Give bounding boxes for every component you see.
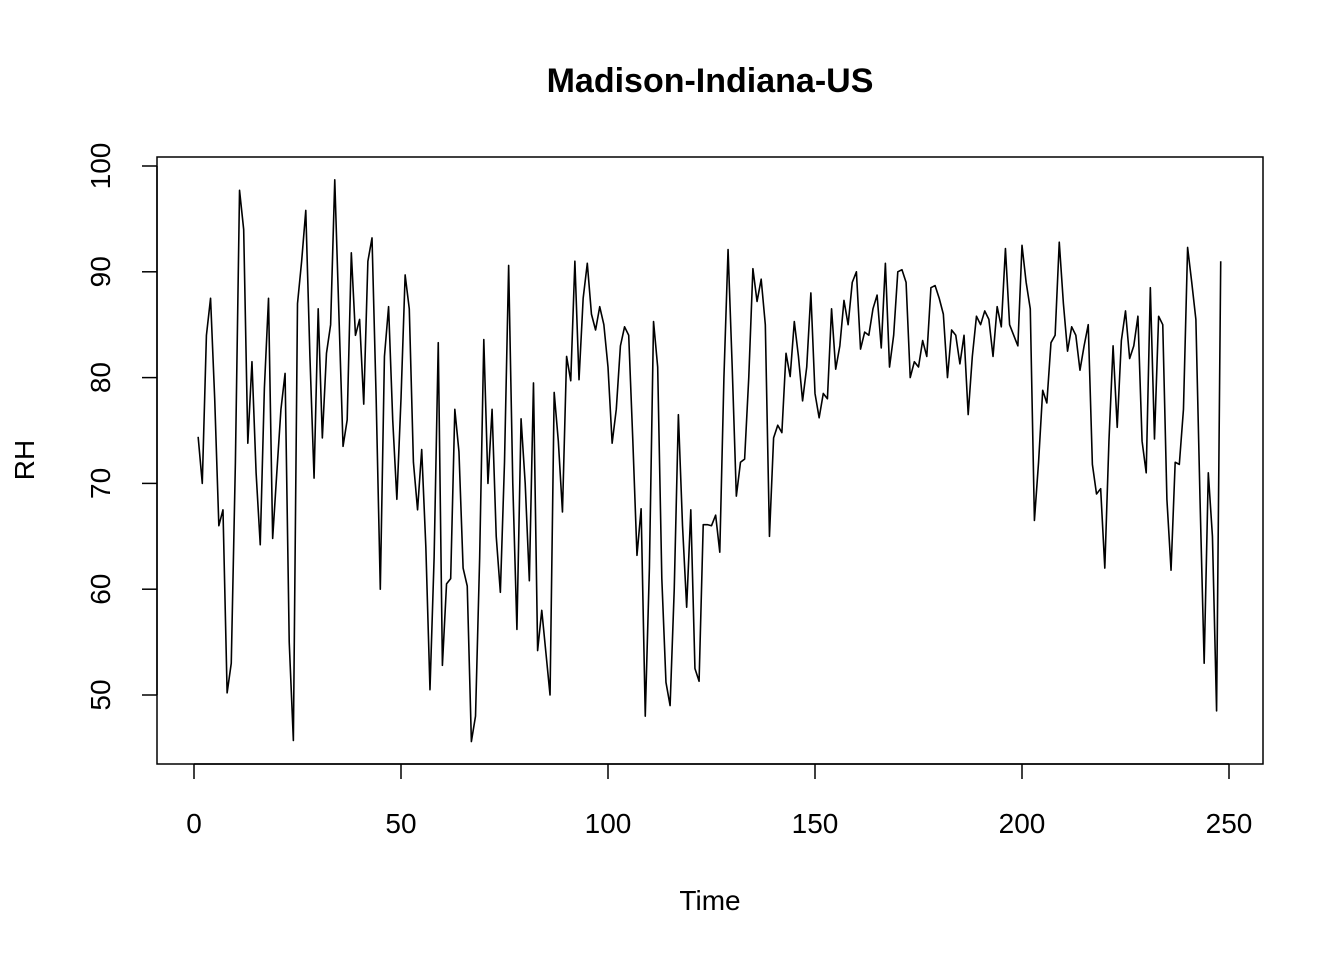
- series-layer: [197, 178, 1222, 743]
- y-axis-label: RH: [9, 440, 40, 480]
- series-line-1: [197, 178, 1222, 743]
- x-axis: 0 50 100 150 200 250: [186, 763, 1253, 839]
- x-tick-label: 250: [1206, 808, 1253, 839]
- x-tick-label: 0: [186, 808, 202, 839]
- y-tick-label: 60: [85, 574, 116, 605]
- x-axis-label: Time: [679, 885, 740, 916]
- plot-frame: [156, 156, 1264, 765]
- y-tick-label: 90: [85, 256, 116, 287]
- x-tick-label: 150: [792, 808, 839, 839]
- y-tick-label: 100: [85, 143, 116, 190]
- x-tick-label: 200: [999, 808, 1046, 839]
- x-tick-label: 50: [385, 808, 416, 839]
- x-tick-label: 100: [585, 808, 632, 839]
- chart-title: Madison-Indiana-US: [547, 62, 874, 100]
- y-tick-label: 50: [85, 679, 116, 710]
- y-axis: 50 60 70 80 90 100: [85, 143, 158, 711]
- y-tick-label: 80: [85, 362, 116, 393]
- y-tick-label: 70: [85, 468, 116, 499]
